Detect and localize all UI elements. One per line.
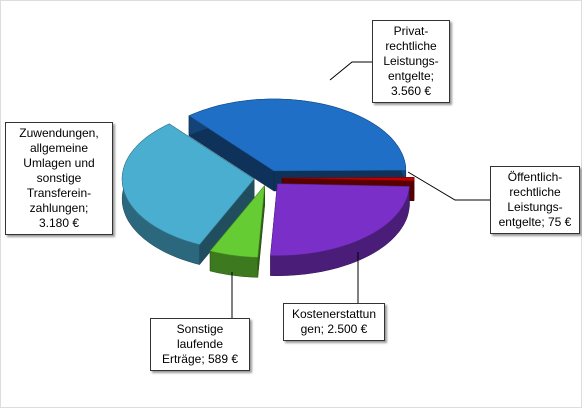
data-label: Kostenerstattun gen; 2.500 € xyxy=(283,303,385,341)
pie-slice xyxy=(188,98,407,192)
pie-slice xyxy=(270,183,410,276)
pie-slice xyxy=(209,184,266,278)
slice-top xyxy=(281,177,415,182)
leader-line xyxy=(329,61,372,81)
data-label: Zuwendungen, allgemeine Umlagen und sons… xyxy=(5,122,113,235)
slice-top xyxy=(188,98,407,172)
data-label: Öffentlich- rechtliche Leistungs- entgel… xyxy=(490,166,580,234)
slice-top xyxy=(209,184,266,258)
slice-top xyxy=(270,183,410,256)
slice-top xyxy=(121,123,255,245)
leader-lines xyxy=(231,61,490,318)
data-label: Privat- rechtliche Leistungs- entgelte; … xyxy=(372,20,450,103)
data-label: Sonstige laufende Erträge; 589 € xyxy=(150,318,250,371)
pie-slice xyxy=(121,123,255,266)
leader-line xyxy=(407,171,490,201)
